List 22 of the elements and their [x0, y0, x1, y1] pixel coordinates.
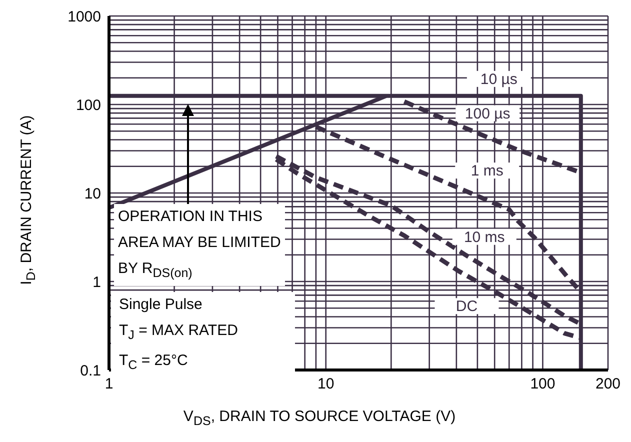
y-tick-label: 1: [92, 274, 101, 291]
series-label: 100 µs: [464, 105, 510, 122]
annotation: BY R$_{DS(on)}$: [118, 259, 194, 282]
annotation: T$_{C}$ = 25°C: [119, 351, 189, 374]
x-tick-label: 10: [318, 376, 334, 393]
x-axis-title: V$_{DS}$, DRAIN TO SOURCE VOLTAGE (V): [182, 408, 457, 428]
series-label: 10 ms: [464, 228, 505, 246]
note-box: OPERATION IN THIS AREA MAY BE LIMITED BY R$_{DS(on)}$: [114, 204, 285, 286]
annotation: T$_{J}$ = MAX RATED: [119, 321, 239, 344]
annotation: AREA MAY BE LIMITED: [118, 233, 281, 253]
x-tick-label: 100: [530, 376, 556, 393]
series-label: DC: [456, 298, 478, 316]
annotation: Single Pulse: [119, 295, 204, 315]
x-tick-label: 200: [595, 376, 621, 393]
series-label: 1 ms: [470, 162, 504, 180]
y-tick-label: 100: [76, 96, 101, 114]
annotation: OPERATION IN THIS: [118, 207, 264, 227]
series-label: 10 µs: [480, 70, 518, 88]
y-tick-label: 10: [84, 185, 101, 202]
y-tick-label: 0.1: [80, 362, 101, 380]
x-tick-label: 1: [104, 376, 114, 393]
y-tick-label: 1000: [68, 8, 101, 26]
